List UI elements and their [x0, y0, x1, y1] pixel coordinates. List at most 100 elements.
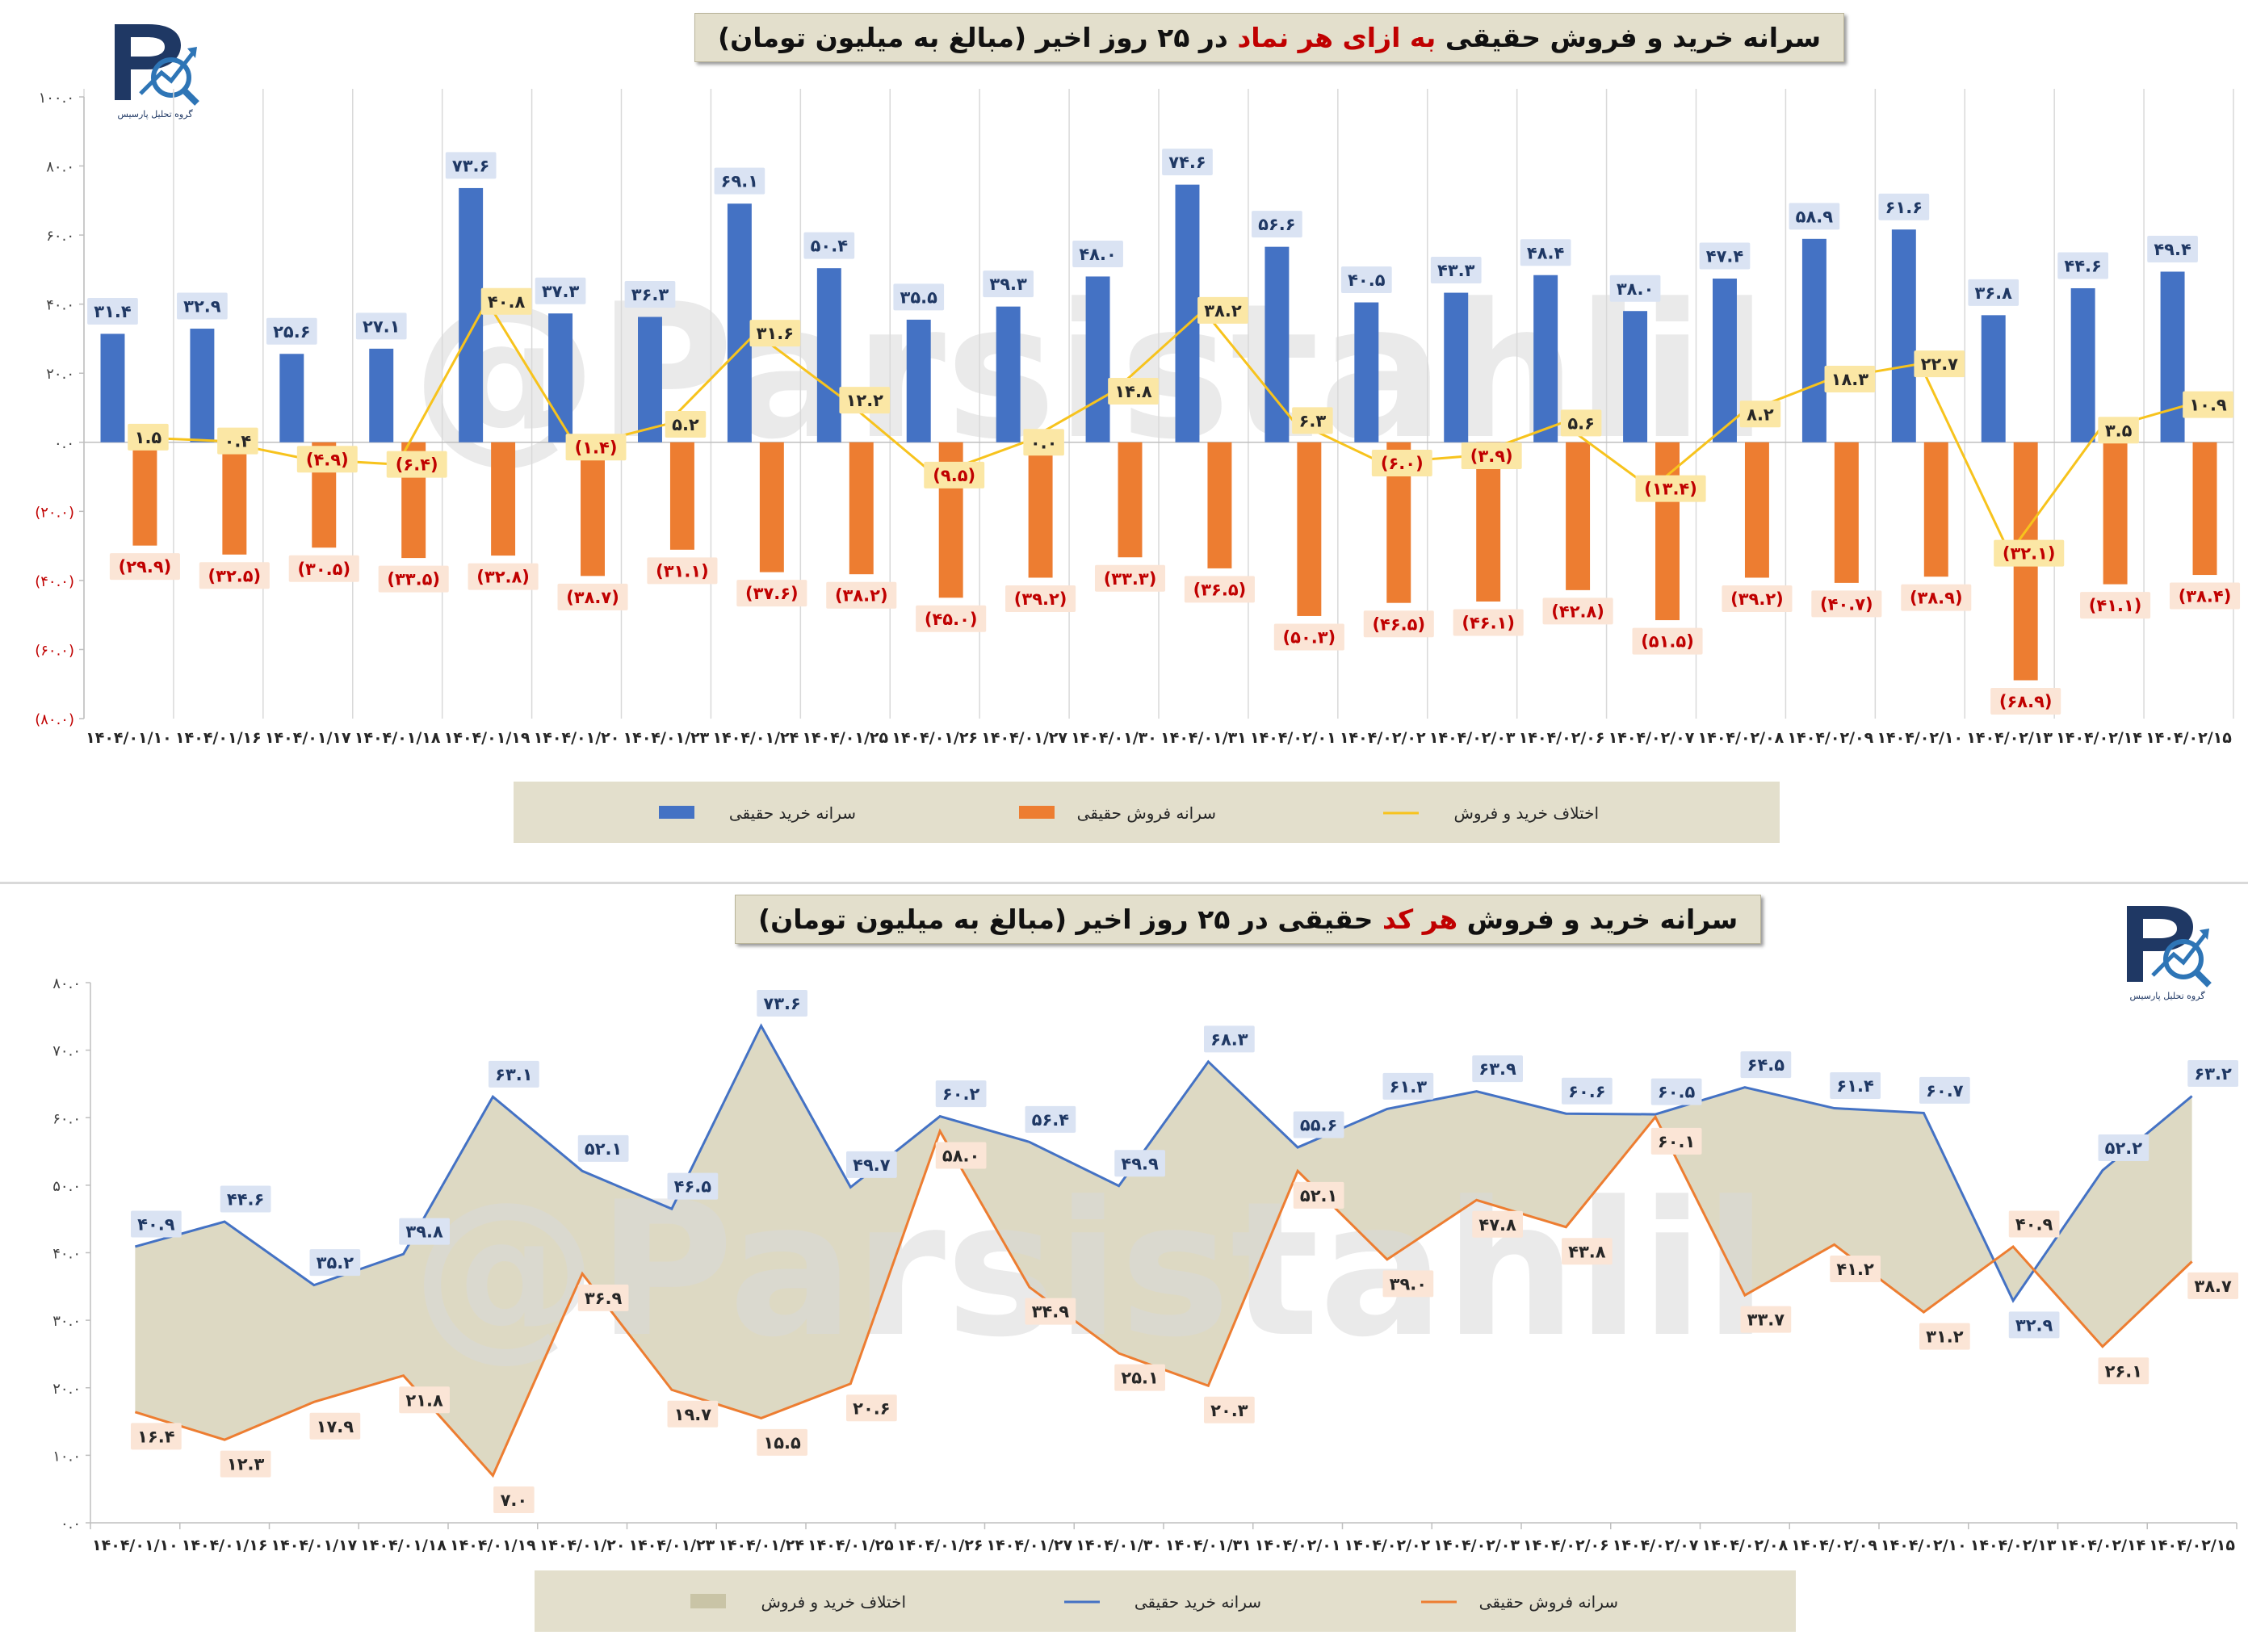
sell-bar: [581, 442, 605, 577]
diff-value-label-text: ۱۸.۳: [1831, 370, 1869, 389]
sell-value-label: (۳۸.۲): [826, 581, 897, 609]
sell-value-label-2: ۳۸.۷: [2187, 1272, 2238, 1299]
sell-value-label: (۳۸.۷): [557, 583, 628, 610]
buy-value-label-2-text: ۴۴.۶: [227, 1190, 264, 1210]
buy-value-label-text: ۳۲.۹: [183, 297, 221, 317]
sell-value-label-2-text: ۳۴.۹: [1032, 1302, 1070, 1322]
buy-bar: [816, 268, 841, 442]
sell-bar: [1566, 442, 1591, 590]
sell-value-label-2: ۴۳.۸: [1562, 1238, 1613, 1265]
sell-value-label: (۳۹.۲): [1005, 585, 1076, 612]
buy-bar: [1801, 238, 1826, 442]
sell-value-label-text: (۳۹.۲): [1014, 589, 1067, 609]
x-tick-label: ۱۴۰۴/۰۲/۰۶: [1519, 729, 1605, 747]
buy-value-label-2-text: ۶۱.۳: [1390, 1077, 1428, 1096]
legend-diff-label: اختلاف خرید و فروش: [1454, 803, 1599, 823]
sell-value-label-2-text: ۳۸.۷: [2194, 1277, 2232, 1296]
sell-value-label-2-text: ۴۷.۸: [1478, 1215, 1516, 1235]
buy-value-label-2: ۴۴.۶: [220, 1185, 271, 1213]
buy-value-label-2: ۵۵.۶: [1293, 1111, 1344, 1138]
sell-value-label: (۴۶.۱): [1453, 609, 1524, 636]
diff-value-label-text: ۱.۵: [135, 428, 162, 447]
chart1-legend: سرانه خرید حقیقی سرانه فروش حقیقی اختلاف خ…: [514, 782, 1780, 843]
x-tick-label: ۱۴۰۴/۰۲/۱۳: [1966, 729, 2053, 747]
buy-value-label-text: ۵۶.۶: [1258, 215, 1295, 234]
sell-bar: [1118, 442, 1143, 558]
sell-value-label-text: (۳۷.۶): [745, 584, 799, 603]
x-tick-label-2: ۱۴۰۴/۰۱/۳۰: [1076, 1537, 1162, 1554]
buy-value-label: ۳۹.۳: [983, 270, 1034, 298]
sell-value-label-2-text: ۳۶.۹: [585, 1289, 623, 1308]
chart2-title-part1: سرانه خرید و فروش: [1466, 904, 1738, 935]
sell-value-label-text: (۶۸.۹): [1999, 692, 2053, 711]
legend-buy-swatch: [659, 806, 694, 819]
buy-value-label-2-text: ۳۲.۹: [2015, 1315, 2053, 1335]
x-tick-label-2: ۱۴۰۴/۰۲/۰۳: [1433, 1537, 1520, 1554]
sell-value-label-2-text: ۲۰.۶: [853, 1398, 890, 1418]
diff-value-label: ۵.۶: [1560, 409, 1602, 437]
sell-value-label: (۳۹.۲): [1722, 585, 1793, 612]
logo-icon: [2127, 906, 2212, 987]
buy-value-label-2-text: ۵۲.۱: [585, 1139, 622, 1159]
x-tick-label: ۱۴۰۴/۰۱/۲۴: [713, 729, 799, 747]
sell-bar: [669, 442, 694, 550]
watermark-text-2: @Parsistahlil: [412, 1163, 1768, 1378]
diff-value-label: ۱۴.۸: [1108, 377, 1159, 405]
sell-value-label-2-text: ۷.۰: [501, 1491, 528, 1510]
buy-bar: [906, 319, 931, 442]
sell-value-label-text: (۳۸.۹): [1910, 589, 1963, 608]
diff-value-label: (۱۳.۴): [1635, 475, 1706, 502]
buy-value-label-2: ۶۰.۷: [1919, 1076, 1970, 1104]
buy-value-label-text: ۷۴.۶: [1168, 153, 1206, 172]
buy-value-label: ۵۰.۴: [803, 232, 855, 259]
diff-value-label-text: (۳.۹): [1470, 447, 1513, 466]
x-tick-label: ۱۴۰۴/۰۱/۳۱: [1160, 729, 1247, 747]
buy-value-label-text: ۳۷.۳: [542, 282, 580, 301]
x-tick-label-2: ۱۴۰۴/۰۱/۲۷: [987, 1537, 1073, 1554]
diff-value-label-text: (۶.۴): [396, 455, 438, 475]
buy-value-label-2-text: ۳۵.۲: [317, 1253, 354, 1273]
legend-sell-swatch: [1019, 806, 1055, 819]
legend-diff-2: اختلاف خرید و فروش: [690, 1592, 906, 1612]
buy-value-label-text: ۴۰.۵: [1348, 270, 1386, 290]
buy-value-label: ۲۷.۱: [355, 312, 407, 340]
sell-value-label-text: (۵۰.۳): [1283, 628, 1336, 648]
buy-value-label: ۳۶.۸: [1968, 279, 2019, 306]
buy-value-label: ۳۱.۴: [87, 297, 138, 325]
y-tick-label-2: ۳۰.۰: [52, 1313, 81, 1330]
buy-value-label-2: ۵۲.۱: [577, 1134, 629, 1162]
buy-value-label: ۴۰.۵: [1340, 266, 1392, 294]
diff-value-label: (۹.۵): [924, 461, 985, 488]
sell-value-label-2: ۵۸.۰: [935, 1142, 987, 1169]
chart1-title: سرانه خرید و فروش حقیقی به ازای هر نماد …: [694, 13, 1845, 62]
sell-value-label-text: (۴۰.۷): [1820, 594, 1873, 614]
x-tick-label-2: ۱۴۰۴/۰۱/۲۳: [629, 1537, 715, 1554]
buy-bar: [1981, 315, 2006, 442]
buy-value-label-2-text: ۴۶.۵: [674, 1177, 712, 1197]
buy-value-label-2: ۴۹.۷: [846, 1151, 897, 1178]
chart1-svg: @Parsistahlil(۸۰.۰)(۶۰.۰)(۴۰.۰)(۲۰.۰)۰.۰…: [35, 89, 2241, 843]
buy-value-label-text: ۴۴.۶: [2064, 257, 2101, 276]
sell-value-label: (۳۰.۵): [288, 555, 359, 582]
sell-value-label-2-text: ۴۳.۸: [1568, 1242, 1606, 1261]
y-tick-label-2: ۰.۰: [61, 1516, 81, 1533]
x-tick-label-2: ۱۴۰۴/۰۲/۰۸: [1702, 1537, 1789, 1554]
y-tick-label-2: ۶۰.۰: [52, 1110, 81, 1127]
diff-value-label-text: ۸.۲: [1747, 405, 1774, 424]
sell-value-label: (۶۸.۹): [1990, 688, 2061, 715]
buy-value-label-2: ۶۰.۶: [1562, 1077, 1613, 1105]
buy-value-label: ۷۴.۶: [1162, 149, 1213, 176]
buy-value-label-2: ۳۲.۹: [2008, 1311, 2060, 1339]
sell-value-label-2-text: ۱۷.۹: [317, 1417, 354, 1436]
sell-value-label-2-text: ۵۸.۰: [942, 1147, 979, 1166]
sell-bar: [849, 442, 874, 575]
buy-value-label-text: ۴۹.۴: [2154, 240, 2191, 259]
diff-value-label: ۴۰.۸: [480, 287, 532, 315]
legend-sell-2-label: سرانه فروش حقیقی: [1479, 1592, 1618, 1612]
sell-value-label-2-text: ۲۶.۱: [2105, 1361, 2142, 1381]
diff-value-label-text: (۶.۰): [1381, 454, 1424, 473]
sell-value-label-text: (۴۵.۰): [925, 610, 978, 629]
sell-bar: [1297, 442, 1322, 616]
diff-value-label: ۳۱.۶: [749, 320, 801, 347]
sell-value-label-2: ۱۷.۹: [309, 1412, 361, 1440]
